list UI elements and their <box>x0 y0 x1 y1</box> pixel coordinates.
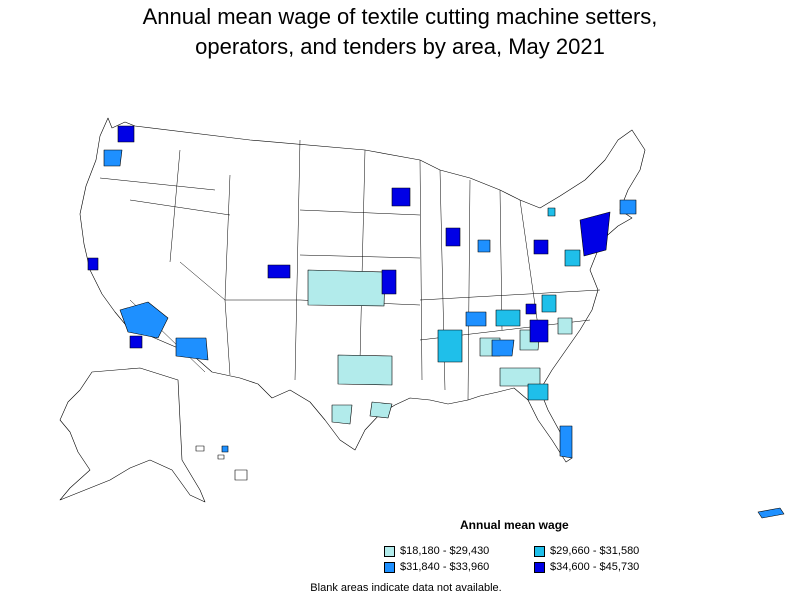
blank-areas-note: Blank areas indicate data not available. <box>310 582 502 594</box>
map-title-line-2: operators, and tenders by area, May 2021 <box>195 34 605 59</box>
map-title: Annual mean wage of textile cutting mach… <box>0 2 800 62</box>
map-title-line-1: Annual mean wage of textile cutting mach… <box>142 4 658 29</box>
legend-item-4: $34,600 - $45,730 <box>534 560 684 574</box>
legend-item-2: $29,660 - $31,580 <box>534 544 684 558</box>
legend-label-2: $29,660 - $31,580 <box>550 545 640 557</box>
legend-title: Annual mean wage <box>460 518 569 532</box>
puerto-rico <box>757 507 785 519</box>
legend-swatch-3 <box>384 561 395 573</box>
band-3-areas <box>103 149 637 459</box>
legend-label-1: $18,180 - $29,430 <box>400 545 490 557</box>
legend-swatch-2 <box>534 545 545 557</box>
legend: Annual mean wage $18,180 - $29,430 $29,6… <box>384 518 684 574</box>
hawaii <box>195 445 248 481</box>
legend-item-3: $31,840 - $33,960 <box>384 560 534 574</box>
band-4-areas <box>87 125 611 349</box>
legend-label-4: $34,600 - $45,730 <box>550 561 640 573</box>
alaska <box>59 367 206 503</box>
legend-swatch-4 <box>534 561 545 573</box>
legend-label-3: $31,840 - $33,960 <box>400 561 490 573</box>
band-2-areas <box>437 207 581 401</box>
legend-item-1: $18,180 - $29,430 <box>384 544 534 558</box>
legend-swatch-1 <box>384 545 395 557</box>
